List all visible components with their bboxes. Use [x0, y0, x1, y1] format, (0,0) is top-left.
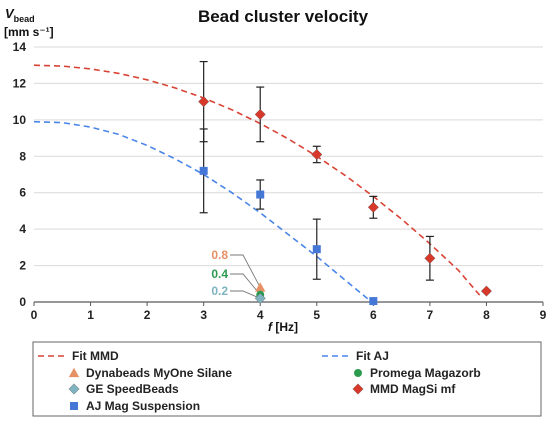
x-axis-symbol: f [268, 320, 273, 334]
legend-box [32, 341, 542, 417]
data-point-aj-mag-suspension [369, 297, 378, 306]
y-tick-label: 8 [19, 149, 26, 163]
x-tick-label: 5 [313, 308, 320, 322]
data-point-aj-mag-suspension [256, 190, 265, 199]
y-tick-label: 12 [13, 76, 27, 90]
data-point-mmd-magsi-mf [367, 201, 379, 213]
annotation-leader-line [230, 254, 261, 288]
data-point-mmd-magsi-mf [311, 148, 323, 160]
legend-marker-dynabeads-myone-silane [68, 367, 80, 378]
y-tick-label: 6 [19, 186, 26, 200]
annotation-leader-line [230, 273, 261, 296]
x-tick-label: 3 [200, 308, 207, 322]
data-point-aj-mag-suspension [312, 245, 321, 254]
annotation-leader-line [230, 290, 261, 299]
x-tick-label: 8 [483, 308, 490, 322]
grid-lines [34, 46, 543, 267]
legend-label-dynabeads-myone-silane: Dynabeads MyOne Silane [86, 366, 232, 380]
legend-label-promega-magazorb: Promega Magazorb [370, 366, 481, 380]
y-axis-symbol: V [5, 6, 15, 21]
y-axis-subscript: bead [14, 14, 35, 24]
y-tick-label: 2 [19, 259, 26, 273]
data-point-mmd-magsi-mf [424, 252, 436, 264]
data-point-mmd-magsi-mf [480, 285, 492, 297]
data-point-mmd-magsi-mf [198, 96, 210, 108]
fit-curve-fit-aj [33, 120, 372, 302]
y-tick-label: 4 [19, 222, 26, 236]
value-annotations: 0.8 0.4 0.2 [211, 248, 261, 299]
x-tick-label: 2 [144, 308, 151, 322]
data-point-mmd-magsi-mf [254, 108, 266, 120]
legend-label-aj-mag-suspension: AJ Mag Suspension [86, 399, 200, 413]
legend-label-mmd-magsi-mf: MMD MagSi mf [370, 382, 456, 396]
x-tick-label: 6 [370, 308, 377, 322]
x-axis-unit: [Hz] [275, 320, 298, 334]
y-tick-label: 0 [19, 295, 26, 309]
annotation-label: 0.4 [211, 267, 228, 281]
legend-marker-promega-magazorb [354, 369, 362, 377]
data-point-dynabeads-myone-silane [255, 282, 266, 292]
x-tick-label: 7 [427, 308, 434, 322]
x-axis-label: f [Hz] [268, 320, 298, 334]
legend-label-fit-aj: Fit AJ [356, 349, 389, 363]
y-tick-label: 14 [13, 40, 27, 54]
data-point-aj-mag-suspension [199, 166, 208, 175]
annotation-label: 0.8 [211, 248, 228, 262]
data-point-ge-speedbeads [254, 292, 266, 304]
x-tick-label: 4 [257, 308, 264, 322]
fit-curve-fit-mmd [33, 64, 482, 298]
legend-label-ge-speedbeads: GE SpeedBeads [86, 382, 179, 396]
x-tick-label: 1 [87, 308, 94, 322]
x-tick-label: 0 [31, 308, 38, 322]
x-tick-label: 9 [540, 308, 547, 322]
legend-marker-mmd-magsi-mf [352, 383, 364, 395]
legend-marker-ge-speedbeads [68, 383, 80, 395]
legend-label-fit-mmd: Fit MMD [72, 349, 119, 363]
chart-title: Bead cluster velocity [198, 7, 369, 26]
legend-marker-aj-mag-suspension [70, 402, 78, 410]
y-axis-unit: [mm s⁻¹] [4, 25, 54, 39]
legend: Fit MMD Fit AJ Dynabeads MyOne Silane Prome… [38, 349, 481, 413]
annotation-label: 0.2 [211, 284, 228, 298]
y-axis-label: Vbead [5, 6, 35, 24]
data-markers [198, 96, 492, 306]
y-tick-label: 10 [13, 113, 27, 127]
